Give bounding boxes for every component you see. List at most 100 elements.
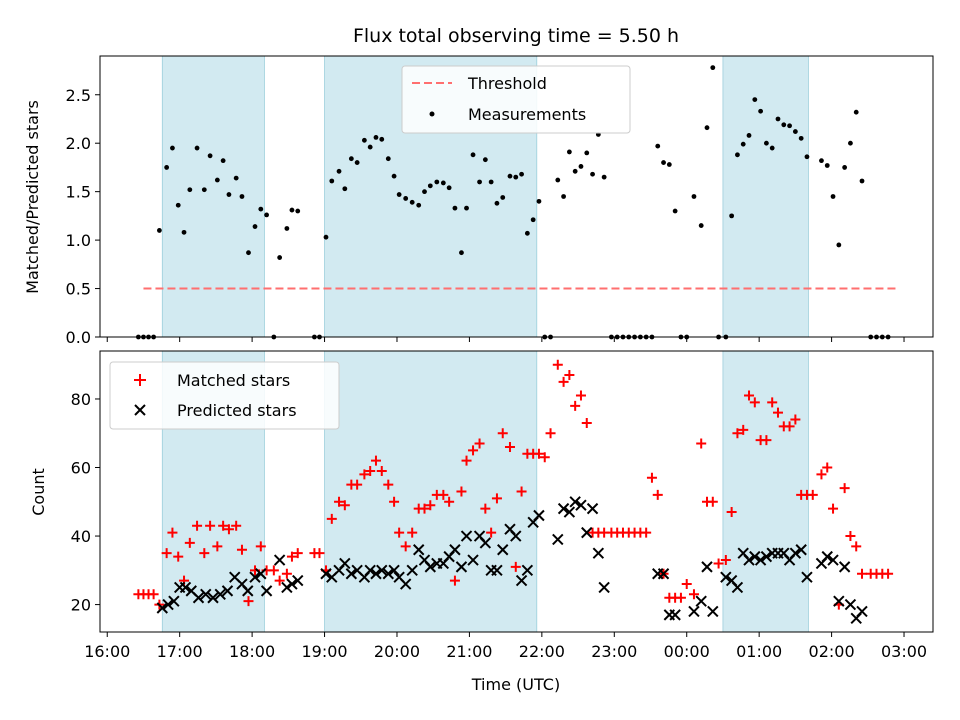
measurements-point xyxy=(323,234,329,240)
measurements-point xyxy=(710,65,716,71)
predicted-stars-point xyxy=(255,568,267,580)
measurements-point xyxy=(769,145,775,151)
matched-stars-point xyxy=(167,527,178,538)
matched-stars-point xyxy=(564,369,575,380)
measurements-point xyxy=(452,205,458,211)
predicted-stars-point xyxy=(515,574,528,587)
predicted-stars-point xyxy=(844,598,857,611)
bottom-y-ticks: 20 40 60 80 xyxy=(71,390,100,615)
measurements-point xyxy=(764,140,769,146)
measurements-point xyxy=(842,165,848,170)
predicted-stars-point xyxy=(749,550,761,563)
measurements-point xyxy=(156,228,162,233)
matched-stars-point xyxy=(510,561,521,572)
measurements-point xyxy=(746,133,752,138)
matched-stars-point xyxy=(480,503,491,514)
matched-stars-point xyxy=(161,548,172,559)
shaded-interval-3 xyxy=(722,55,809,338)
y-tick-label: 0.0 xyxy=(66,328,91,347)
x-axis-label: Time (UTC) xyxy=(471,675,560,694)
matched-stars-point xyxy=(231,520,242,531)
predicted-stars-point xyxy=(162,598,174,611)
matched-stars-point xyxy=(486,527,497,538)
predicted-stars-point xyxy=(424,561,437,573)
top-axes-frame xyxy=(99,55,934,338)
matched-stars-point xyxy=(370,455,381,466)
x-tick-label: 21:00 xyxy=(446,642,492,661)
measurements-point xyxy=(798,135,804,141)
measurements-point xyxy=(446,185,452,191)
predicted-stars-point xyxy=(364,564,376,577)
measurements-point xyxy=(354,160,360,165)
predicted-stars-point xyxy=(581,526,593,539)
matched-stars-point xyxy=(292,548,303,559)
matched-stars-point xyxy=(383,479,394,490)
measurements-point xyxy=(661,160,666,165)
matched-stars-point xyxy=(148,589,159,600)
predicted-stars-point xyxy=(856,605,868,618)
predicted-stars-point xyxy=(833,595,845,607)
chart-title: Flux total observing time = 5.50 h xyxy=(353,25,679,47)
matched-stars-point xyxy=(504,441,515,452)
predicted-stars-point xyxy=(479,537,492,549)
measurements-point xyxy=(488,179,494,185)
bottom-panel: 20 40 60 80 16:00 17:00 18:00 19:00 20:00 21:00 2… xyxy=(29,350,934,694)
bottom-axes-frame xyxy=(99,350,934,633)
measurements-point xyxy=(666,162,672,167)
predicted-stars-point xyxy=(575,499,587,511)
measurements-point xyxy=(470,152,476,158)
predicted-stars-point xyxy=(688,605,700,618)
matched-stars-point xyxy=(205,520,216,531)
measurements-point xyxy=(201,187,207,193)
y-tick-label: 80 xyxy=(71,390,91,409)
measurements-point xyxy=(214,177,220,183)
bottom-legend-box xyxy=(109,361,340,430)
matched-stars-point xyxy=(883,568,894,579)
x-tick-label: 01:00 xyxy=(736,642,782,661)
matched-stars-point xyxy=(449,575,460,586)
matched-stars-point xyxy=(681,579,692,590)
measurements-point xyxy=(233,175,239,181)
predicted-stars-point xyxy=(339,557,351,570)
predicted-stars-point xyxy=(260,585,273,597)
measurements-point xyxy=(830,194,836,199)
measurements-point xyxy=(698,223,704,228)
predicted-stars-point xyxy=(345,568,358,580)
predicted-stars-point xyxy=(598,581,610,594)
measurements-point xyxy=(524,230,530,236)
matched-stars-point xyxy=(772,407,783,418)
matched-stars-point xyxy=(641,527,652,538)
legend-measurements-label: Measurements xyxy=(468,105,586,124)
matched-stars-point xyxy=(212,541,223,552)
predicted-stars-point xyxy=(200,588,212,601)
matched-stars-point xyxy=(286,551,297,562)
measurements-point xyxy=(348,156,354,162)
y-tick-label: 20 xyxy=(71,596,91,615)
bottom-legend: Matched stars Predicted stars xyxy=(109,361,340,430)
measurements-point xyxy=(704,125,710,131)
measurements-point xyxy=(735,152,740,158)
predicted-stars-point xyxy=(760,550,773,563)
matched-stars-point xyxy=(845,531,856,542)
predicted-stars-point xyxy=(292,574,304,587)
matched-stars-point xyxy=(839,483,850,494)
matched-stars-point xyxy=(173,551,184,562)
x-tick-label: 18:00 xyxy=(229,642,275,661)
matched-stars-point xyxy=(468,445,479,456)
matched-stars-point xyxy=(474,438,485,449)
measurements-point xyxy=(781,122,787,128)
predicted-stars-point xyxy=(214,588,226,601)
matched-stars-point xyxy=(851,541,862,552)
x-tick-label: 20:00 xyxy=(374,642,420,661)
matched-stars-point xyxy=(552,359,563,370)
predicted-stars-point xyxy=(586,502,599,515)
top-legend: Threshold Measurements xyxy=(401,65,631,134)
predicted-stars-point xyxy=(789,547,802,559)
measurements-point xyxy=(729,213,735,219)
bottom-y-axis-label: Count xyxy=(29,468,48,516)
predicted-stars-point xyxy=(497,544,509,556)
predicted-stars-point xyxy=(552,533,564,546)
top-legend-box xyxy=(401,65,631,134)
y-tick-label: 2.0 xyxy=(66,134,91,153)
measurements-point xyxy=(655,143,661,149)
